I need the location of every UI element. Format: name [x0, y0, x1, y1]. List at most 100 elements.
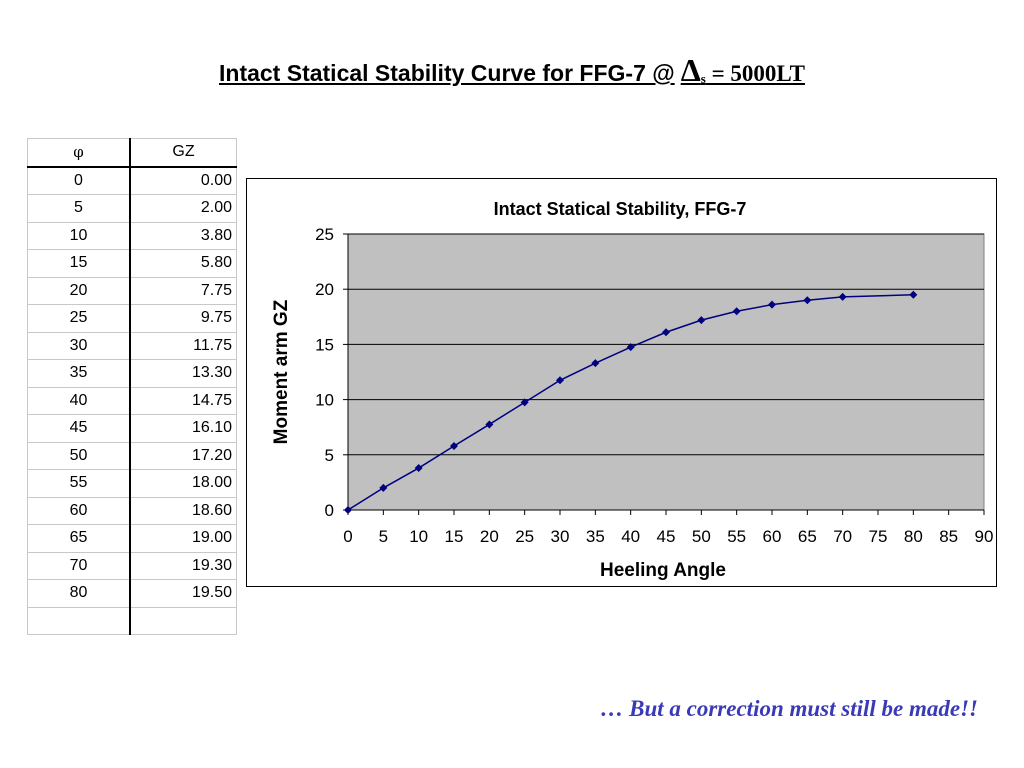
- x-tick-label: 30: [551, 527, 570, 546]
- table-row: 20 7.75: [27, 276, 237, 305]
- table-row: 30 11.75: [27, 331, 237, 360]
- plot-area: [347, 233, 985, 511]
- chart-frame: 0 5 10 15 20 25 0 5 10 15 20 25 30 35 40 45 50 55 60 65 70 75…: [246, 178, 997, 587]
- x-tick-label: 55: [727, 527, 746, 546]
- cell-gz: 11.75: [129, 331, 237, 360]
- cell-angle: 0: [27, 166, 131, 195]
- cell-gz: 13.30: [129, 359, 237, 388]
- data-point: [838, 292, 847, 301]
- cell-gz: 0.00: [129, 166, 237, 195]
- gz-data-table: φ GZ 0 0.00 5 2.00 10 3.80 15 5.80 20 7.75 25 9.75 3…: [27, 138, 237, 635]
- header-phi: φ: [27, 138, 131, 168]
- title-tail: = 5000LT: [705, 61, 805, 86]
- cell-gz: [129, 606, 237, 635]
- data-point: [414, 464, 423, 473]
- cell-gz: 7.75: [129, 276, 237, 305]
- footer-note: … But a correction must still be made!!: [600, 696, 978, 721]
- x-tick-label: 15: [445, 527, 464, 546]
- cell-angle: 80: [27, 579, 131, 608]
- slide-title: Intact Statical Stability Curve for FFG-…: [0, 52, 1024, 89]
- data-point: [520, 398, 529, 407]
- cell-gz: 19.50: [129, 579, 237, 608]
- cell-gz: 19.30: [129, 551, 237, 580]
- x-tick-label: 65: [798, 527, 817, 546]
- cell-gz: 16.10: [129, 414, 237, 443]
- cell-gz: 18.60: [129, 496, 237, 525]
- cell-angle: 20: [27, 276, 131, 305]
- table-row: [27, 606, 237, 635]
- header-gz: GZ: [129, 138, 237, 168]
- table-row: 55 18.00: [27, 469, 237, 498]
- y-tick-label: 0: [325, 501, 334, 520]
- table-row: 25 9.75: [27, 304, 237, 333]
- table-row: 45 16.10: [27, 414, 237, 443]
- x-tick-label: 40: [621, 527, 640, 546]
- x-tick-label: 90: [975, 527, 994, 546]
- data-point: [485, 420, 494, 429]
- cell-gz: 2.00: [129, 194, 237, 223]
- table-row: 70 19.30: [27, 551, 237, 580]
- data-point: [768, 300, 776, 309]
- cell-angle: 5: [27, 194, 131, 223]
- cell-angle: 15: [27, 249, 131, 278]
- cell-angle: 50: [27, 441, 131, 470]
- title-subscript: s: [700, 71, 706, 86]
- data-point: [662, 328, 670, 337]
- cell-gz: 3.80: [129, 221, 237, 250]
- cell-angle: 40: [27, 386, 131, 415]
- cell-angle: 60: [27, 496, 131, 525]
- cell-gz: 17.20: [129, 441, 237, 470]
- y-tick-label: 5: [325, 446, 334, 465]
- table-row: 10 3.80: [27, 221, 237, 250]
- x-tick-label: 60: [763, 527, 782, 546]
- table-row: 15 5.80: [27, 249, 237, 278]
- cell-angle: 30: [27, 331, 131, 360]
- cell-angle: 55: [27, 469, 131, 498]
- x-tick-label: 45: [657, 527, 676, 546]
- cell-angle: 70: [27, 551, 131, 580]
- table-row: 50 17.20: [27, 441, 237, 470]
- cell-angle: 25: [27, 304, 131, 333]
- cell-angle: 10: [27, 221, 131, 250]
- table-row: 5 2.00: [27, 194, 237, 223]
- data-point: [909, 290, 918, 299]
- x-tick-label: 85: [939, 527, 958, 546]
- y-axis-title: Moment arm GZ: [271, 299, 292, 444]
- data-point: [450, 441, 458, 450]
- title-main-text: Intact Statical Stability Curve for FFG-…: [219, 60, 675, 86]
- data-point: [697, 316, 706, 325]
- stability-chart: 0 5 10 15 20 25 0 5 10 15 20 25 30 35 40 45 50 55 60 65 70 75…: [271, 199, 994, 581]
- cell-gz: 19.00: [129, 524, 237, 553]
- cell-angle: [27, 606, 131, 635]
- table-row: 80 19.50: [27, 579, 237, 608]
- cell-angle: 35: [27, 359, 131, 388]
- y-tick-label: 10: [315, 391, 334, 410]
- table-header-row: φ GZ: [27, 138, 237, 168]
- x-tick-label: 35: [586, 527, 605, 546]
- cell-gz: 5.80: [129, 249, 237, 278]
- x-tick-label: 5: [379, 527, 388, 546]
- x-tick-label: 80: [904, 527, 923, 546]
- x-tick-label: 70: [833, 527, 852, 546]
- table-row: 35 13.30: [27, 359, 237, 388]
- x-tick-label: 0: [343, 527, 352, 546]
- cell-gz: 18.00: [129, 469, 237, 498]
- y-tick-label: 20: [315, 280, 334, 299]
- table-row: 60 18.60: [27, 496, 237, 525]
- table-row: 40 14.75: [27, 386, 237, 415]
- table-row: 65 19.00: [27, 524, 237, 553]
- x-tick-label: 50: [692, 527, 711, 546]
- delta-symbol: Δ: [680, 52, 701, 88]
- x-tick-label: 25: [515, 527, 534, 546]
- cell-angle: 65: [27, 524, 131, 553]
- cell-gz: 9.75: [129, 304, 237, 333]
- cell-angle: 45: [27, 414, 131, 443]
- data-point: [379, 483, 388, 492]
- chart-title: Intact Statical Stability, FFG-7: [494, 199, 747, 219]
- x-axis-title: Heeling Angle: [600, 560, 726, 581]
- data-point: [591, 359, 600, 368]
- data-point: [556, 376, 564, 385]
- y-tick-label: 15: [315, 335, 334, 354]
- x-tick-label: 20: [480, 527, 499, 546]
- x-tick-label: 75: [869, 527, 888, 546]
